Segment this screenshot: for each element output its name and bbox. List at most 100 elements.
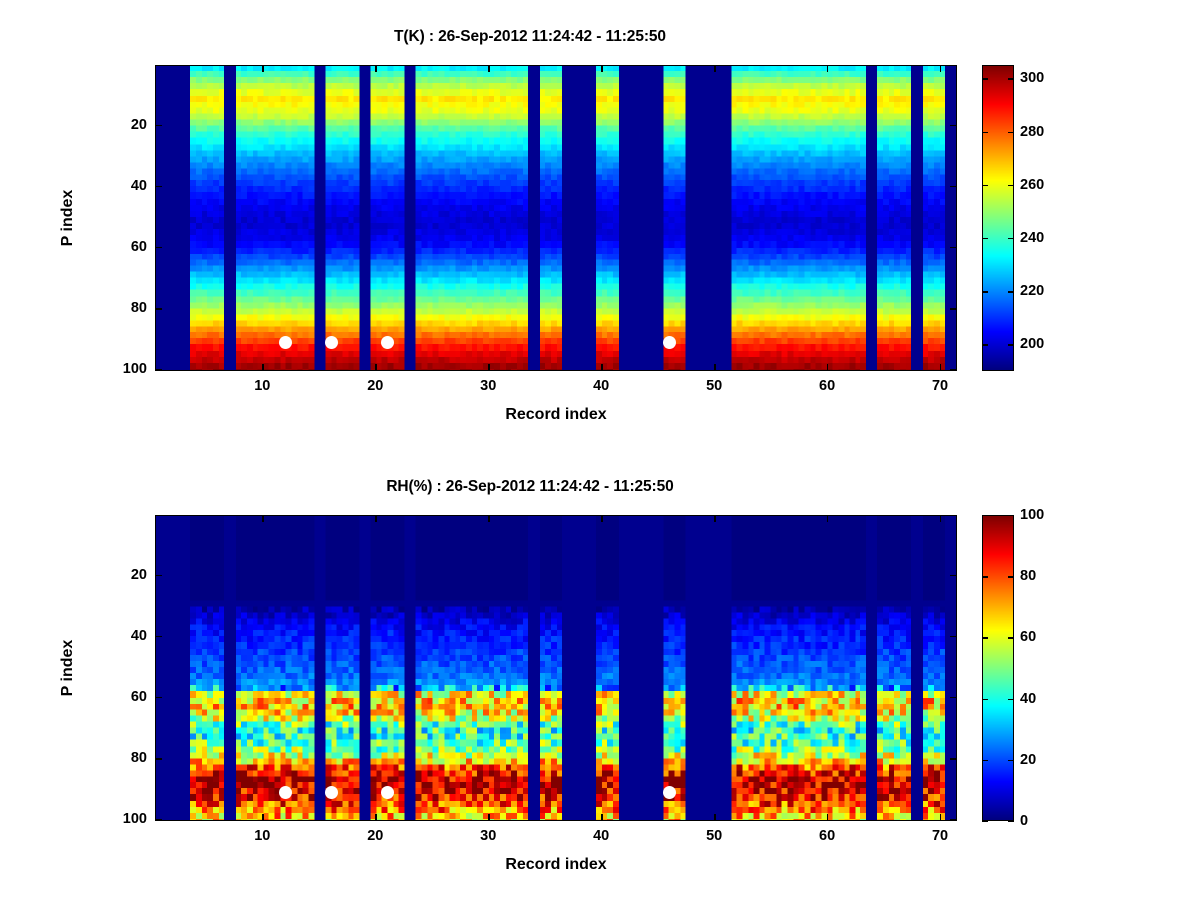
sounding-marker-dot[interactable] [663,336,677,350]
x-tick-bottom [488,814,490,821]
colorbar-tick [982,698,988,700]
panel-humidity: RH(%) : 26-Sep-2012 11:24:42 - 11:25:50 … [0,450,1200,900]
x-tick-label: 10 [254,378,271,394]
colorbar-tick-label: 260 [1020,176,1045,193]
x-tick-bottom [601,364,603,371]
x-tick-top [488,515,490,522]
x-tick-label: 10 [254,828,271,844]
ylabel-wrap-temperature: P index [56,65,80,371]
x-tick-bottom [601,814,603,821]
x-tick-top [262,515,264,522]
colorbar-tick [982,131,988,133]
x-tick-label: 20 [367,378,384,394]
sounding-marker-dot[interactable] [279,336,293,350]
y-tick-right [950,308,957,310]
x-tick-bottom [827,364,829,371]
ylabel-wrap-humidity: P index [56,515,80,821]
colorbar-tick [1008,291,1014,293]
colorbar-tick-label: 100 [1020,507,1045,523]
y-tick-label: 80 [130,750,147,767]
colorbar-tick-label: 80 [1020,568,1037,585]
y-tick-left [155,635,162,638]
colorbar-temperature[interactable] [982,65,1014,371]
colorbar-tick [1008,637,1014,639]
y-tick-right [950,247,957,249]
x-tick-label: 70 [931,828,949,844]
x-tick-label: 60 [819,378,836,394]
y-tick-label: 20 [130,566,147,583]
x-tick-label: 70 [931,378,949,394]
colorbar-tick-label: 220 [1020,283,1045,300]
colorbar-tick [982,184,988,187]
x-tick-label: 60 [819,828,836,844]
x-tick-top [375,515,377,522]
sounding-marker-dot[interactable] [381,336,395,350]
x-tick-bottom [262,814,264,821]
x-tick-bottom [488,364,490,371]
y-tick-left [155,308,162,310]
sounding-marker-dot[interactable] [324,786,338,800]
y-tick-right [950,369,957,371]
sounding-marker-dot[interactable] [381,786,395,800]
panel-title-temperature: T(K) : 26-Sep-2012 11:24:42 - 11:25:50 [394,28,666,45]
x-tick-label: 20 [367,828,384,844]
x-tick-top [714,65,716,72]
y-tick-right [950,758,957,760]
sounding-marker-dot[interactable] [663,786,677,800]
x-tick-top [601,515,603,522]
x-tick-label: 30 [480,828,497,844]
y-tick-right [950,819,957,821]
y-tick-label: 40 [130,177,147,194]
heatmap-humidity[interactable] [155,515,957,821]
y-tick-label: 100 [122,361,147,378]
y-axis-label-humidity: P index [59,639,76,697]
x-tick-top [827,65,829,72]
x-tick-label: 40 [593,378,610,394]
colorbar-tick-label: 240 [1020,229,1045,246]
y-tick-label: 80 [130,300,147,317]
y-tick-left [155,124,162,127]
x-tick-top [601,65,603,72]
y-tick-left [155,819,162,821]
x-tick-bottom [262,364,264,371]
x-tick-bottom [714,364,716,371]
colorbar-tick [1008,237,1014,240]
colorbar-tick [982,291,988,293]
colorbar-tick [1008,344,1014,346]
y-tick-right [950,697,957,699]
colorbar-tick [982,759,988,762]
y-tick-label: 20 [130,116,147,133]
sounding-marker-dot[interactable] [279,786,293,800]
colorbar-tick-label: 200 [1020,336,1045,353]
colorbar-tick [1008,698,1014,700]
colorbar-tick [982,637,988,639]
colorbar-tick [982,237,988,240]
colorbar-tick [982,821,988,823]
x-tick-bottom [375,814,377,821]
colorbar-tick [1008,131,1014,133]
colorbar-tick [982,515,988,517]
y-tick-right [950,124,957,127]
x-tick-top [940,65,942,72]
sounding-marker-dot[interactable] [324,336,338,350]
x-axis-label-temperature: Record index [505,406,607,423]
colorbar-tick [1008,759,1014,762]
y-tick-label: 100 [122,811,147,828]
colorbar-humidity[interactable] [982,515,1014,821]
x-tick-label: 50 [706,828,723,844]
colorbar-tick [1008,184,1014,187]
heatmap-temperature[interactable] [155,65,957,371]
y-tick-left [155,697,162,699]
x-tick-label: 50 [706,378,723,394]
colorbar-tick [982,576,988,578]
colorbar-tick-label: 280 [1020,123,1045,140]
y-tick-label: 60 [130,239,147,256]
x-tick-label: 40 [593,828,610,844]
x-tick-top [488,65,490,72]
x-tick-label: 30 [480,378,497,394]
y-tick-left [155,185,162,188]
y-tick-left [155,369,162,371]
colorbar-tick [982,78,988,80]
colorbar-tick [1008,515,1014,517]
